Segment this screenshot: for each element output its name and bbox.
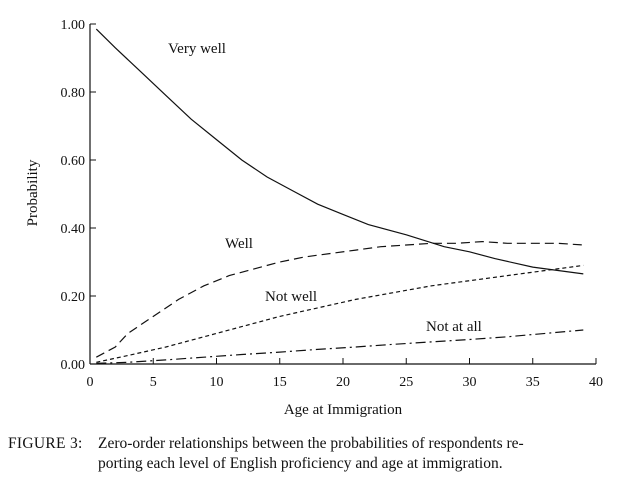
caption-line-1: Zero-order relationships between the pro…: [98, 435, 524, 452]
x-tick-label: 5: [150, 375, 157, 390]
x-tick-label: 40: [589, 375, 603, 390]
caption-label: FIGURE 3:: [8, 435, 83, 452]
series-line-not-at-all: [96, 329, 584, 364]
series-layer: [95, 28, 584, 364]
series-line-well: [96, 240, 584, 358]
x-tick-label: 20: [336, 375, 350, 390]
series-label-very-well: Very well: [168, 41, 226, 57]
y-tick-label: 0.40: [61, 222, 86, 237]
y-tick-label: 0.80: [61, 86, 86, 101]
x-tick-label: 25: [399, 375, 413, 390]
x-tick-label: 10: [210, 375, 224, 390]
caption-line-2: porting each level of English proficienc…: [98, 455, 503, 472]
x-tick-label: 30: [463, 375, 477, 390]
x-tick-label: 0: [87, 375, 94, 390]
y-tick-label: 0.20: [61, 290, 86, 305]
x-tick-label: 35: [526, 375, 540, 390]
series-label-not-well: Not well: [265, 289, 317, 305]
chart: 0.00 0.20 0.40 0.60 0.80 1.00 0 5 10 15 20 25 30 35 40…: [25, 18, 604, 418]
y-tick-label: 0.60: [61, 154, 86, 169]
x-tick-label: 15: [273, 375, 287, 390]
x-axis-title: Age at Immigration: [284, 402, 403, 418]
series-line-very-well: [95, 28, 584, 275]
figure-caption: FIGURE 3: Zero-order relationships betwe…: [8, 434, 620, 474]
y-tick-label: 0.00: [61, 358, 86, 373]
y-tick-label: 1.00: [61, 18, 86, 33]
series-label-well: Well: [225, 236, 253, 252]
axes: 0.00 0.20 0.40 0.60 0.80 1.00 0 5 10 15 20 25 30 35 40: [61, 18, 604, 390]
labels-layer: Very well Well Not well Not at all: [168, 41, 482, 335]
series-line-not-well: [96, 264, 584, 363]
series-label-not-at-all: Not at all: [426, 319, 482, 335]
y-axis-title: Probability: [25, 159, 41, 226]
